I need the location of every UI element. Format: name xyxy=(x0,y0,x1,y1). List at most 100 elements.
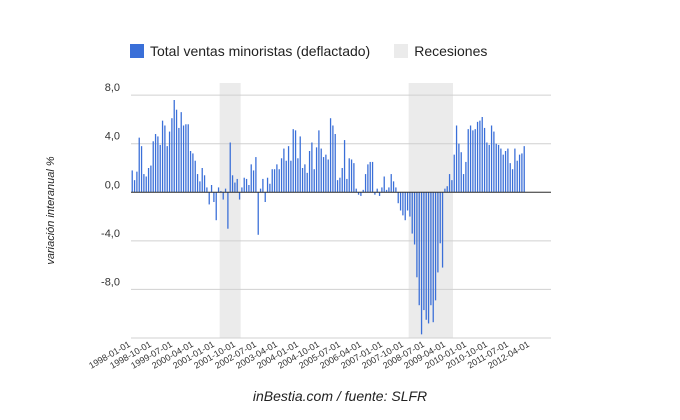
bar xyxy=(362,189,364,193)
bar xyxy=(301,168,304,193)
bar xyxy=(472,130,474,193)
bar xyxy=(318,130,320,193)
bar xyxy=(199,181,201,193)
bar xyxy=(150,165,152,193)
bar xyxy=(378,192,381,196)
bar xyxy=(236,178,238,193)
bar xyxy=(500,148,502,193)
bar xyxy=(133,180,136,193)
bar xyxy=(388,187,390,193)
bar xyxy=(493,131,495,193)
bar xyxy=(327,159,329,193)
bar xyxy=(434,192,437,301)
bar xyxy=(164,125,166,193)
bar xyxy=(518,154,521,193)
bar xyxy=(406,192,409,211)
bar xyxy=(140,146,143,193)
bar xyxy=(521,153,523,193)
bar xyxy=(311,142,313,193)
bar xyxy=(271,169,273,193)
bar xyxy=(437,192,439,273)
bar xyxy=(455,125,458,193)
recession-band xyxy=(219,83,241,338)
bar xyxy=(325,154,327,193)
bar xyxy=(411,192,413,234)
bar xyxy=(383,176,385,193)
bar xyxy=(495,143,497,193)
bar xyxy=(206,187,208,193)
bar xyxy=(280,158,283,193)
series-swatch xyxy=(130,44,144,58)
bar xyxy=(355,188,357,193)
bar xyxy=(269,183,271,193)
bar xyxy=(215,192,217,221)
bar xyxy=(250,164,252,193)
bar xyxy=(374,192,376,195)
bar xyxy=(413,192,416,245)
bar xyxy=(369,161,371,193)
bar xyxy=(360,192,362,196)
bar xyxy=(208,192,210,205)
bar xyxy=(145,176,147,193)
bar xyxy=(427,192,430,324)
bar xyxy=(161,120,164,193)
bar xyxy=(173,100,175,193)
bar xyxy=(332,125,334,193)
bar xyxy=(446,186,448,193)
bar xyxy=(320,148,322,193)
bar xyxy=(194,160,196,193)
bar xyxy=(444,188,446,193)
bar xyxy=(185,124,187,193)
bar xyxy=(136,171,138,193)
bar xyxy=(385,189,388,193)
bar xyxy=(402,192,404,216)
bar xyxy=(278,169,280,193)
bar xyxy=(292,129,294,193)
bar xyxy=(259,188,262,193)
bar xyxy=(497,144,500,193)
bar xyxy=(395,187,397,193)
bar xyxy=(201,168,203,193)
bar xyxy=(504,151,507,193)
bar xyxy=(255,157,257,193)
bar xyxy=(404,192,406,221)
bar xyxy=(285,160,287,193)
bar xyxy=(264,192,266,202)
bar xyxy=(322,157,325,193)
bar xyxy=(297,158,299,193)
bar xyxy=(138,137,140,193)
bar xyxy=(227,192,229,229)
bar xyxy=(462,174,465,193)
bar xyxy=(131,170,133,193)
bar xyxy=(224,188,227,193)
bar xyxy=(192,153,194,193)
bar xyxy=(187,124,189,193)
bar xyxy=(490,125,493,193)
bar xyxy=(502,154,504,193)
bar xyxy=(339,177,341,193)
bar xyxy=(231,175,234,193)
y-tick-label: 4,0 xyxy=(105,131,120,143)
bar xyxy=(196,174,199,193)
legend-item-recessions: Recesiones xyxy=(394,43,487,59)
bar xyxy=(147,168,150,193)
legend-recession-label: Recesiones xyxy=(414,43,488,59)
bar xyxy=(409,192,411,217)
bar xyxy=(420,192,423,335)
bar xyxy=(222,192,224,200)
bar xyxy=(287,146,290,193)
bar xyxy=(346,178,348,193)
bar xyxy=(171,118,173,193)
bar xyxy=(357,192,360,195)
bar xyxy=(367,164,369,193)
bar xyxy=(488,144,490,193)
bar xyxy=(376,188,378,193)
bar xyxy=(220,191,222,193)
bar xyxy=(157,136,159,193)
source-footer: inBestia.com / fuente: SLFR xyxy=(252,388,428,404)
bar xyxy=(203,175,206,193)
y-tick-label: 8,0 xyxy=(105,82,120,94)
bar xyxy=(262,178,264,193)
y-tick-label: -8,0 xyxy=(101,276,120,288)
